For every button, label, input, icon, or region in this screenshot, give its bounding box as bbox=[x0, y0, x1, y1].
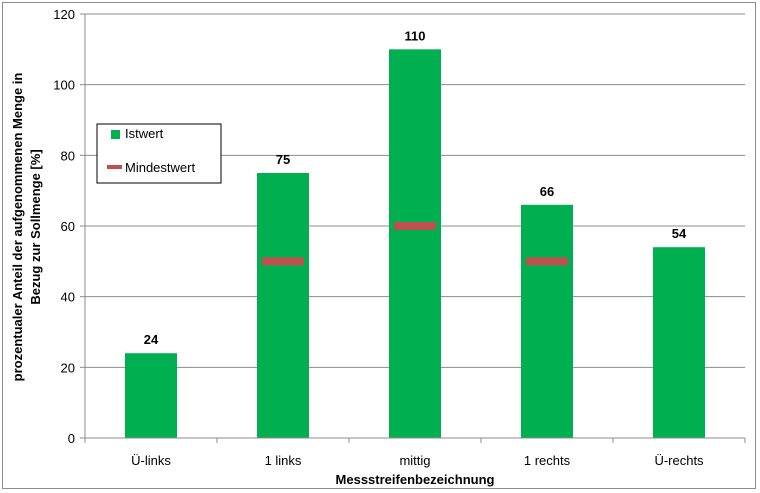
x-tick-labels: Ü-links 1 links mittig 1 rechts Ü-rechts bbox=[131, 453, 704, 468]
x-tick-label: 1 links bbox=[265, 453, 302, 468]
data-label: 24 bbox=[144, 332, 159, 347]
axes bbox=[80, 13, 746, 443]
y-tick-label: 120 bbox=[53, 7, 75, 22]
y-axis-title: prozentualer Anteil der aufgenommenen Me… bbox=[10, 73, 43, 382]
bar bbox=[653, 247, 705, 438]
bar bbox=[125, 353, 177, 438]
legend-mindestwert-swatch bbox=[107, 165, 122, 169]
minimum-marker bbox=[526, 257, 568, 266]
y-tick-label: 100 bbox=[53, 78, 75, 93]
x-tick-label: mittig bbox=[399, 453, 430, 468]
minimum-marker bbox=[262, 257, 304, 266]
data-label: 66 bbox=[540, 184, 554, 199]
y-axis-title-line-1: prozentualer Anteil der aufgenommenen Me… bbox=[10, 73, 25, 382]
bar bbox=[521, 204, 573, 438]
x-tick-label: Ü-rechts bbox=[654, 453, 704, 468]
bar bbox=[389, 49, 441, 438]
y-tick-label: 80 bbox=[61, 148, 75, 163]
data-label: 110 bbox=[405, 28, 426, 43]
y-axis-title-line-2: Bezug zur Sollmenge [%] bbox=[28, 149, 43, 304]
x-axis-title: Messstreifenbezeichnung bbox=[336, 472, 495, 487]
y-tick-labels: 0 20 40 60 80 100 120 bbox=[53, 7, 75, 446]
minimum-markers bbox=[262, 222, 568, 266]
legend-mindestwert-label: Mindestwert bbox=[125, 160, 195, 175]
x-tick-label: 1 rechts bbox=[524, 453, 571, 468]
data-label: 75 bbox=[276, 152, 290, 167]
data-label: 54 bbox=[672, 226, 687, 241]
legend: Istwert Mindestwert bbox=[96, 123, 222, 184]
legend-istwert-label: Istwert bbox=[125, 126, 164, 141]
bar bbox=[257, 173, 309, 438]
legend-istwert-swatch bbox=[111, 130, 120, 139]
minimum-marker bbox=[394, 222, 436, 230]
y-tick-label: 60 bbox=[61, 219, 75, 234]
bars bbox=[125, 49, 705, 438]
y-tick-label: 20 bbox=[61, 360, 75, 375]
y-tick-label: 40 bbox=[61, 290, 75, 305]
data-labels: 24 75 110 66 54 bbox=[144, 28, 687, 347]
y-tick-label: 0 bbox=[68, 431, 75, 446]
x-tick-label: Ü-links bbox=[131, 453, 171, 468]
